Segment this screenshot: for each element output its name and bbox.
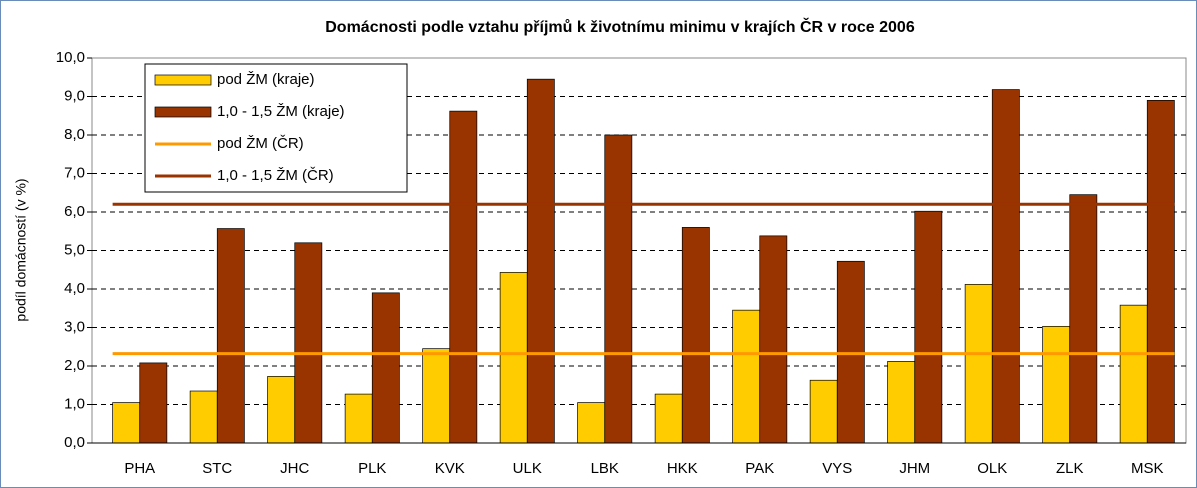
- x-tick-label: JHM: [899, 460, 930, 477]
- bar: [112, 402, 141, 444]
- y-axis-label: podíl domácností (v %): [13, 178, 29, 321]
- y-tick-label: 5,0: [64, 241, 85, 258]
- legend-swatch: [154, 106, 212, 118]
- legend: pod ŽM (kraje) 1,0 - 1,5 ŽM (kraje) pod ŽM…: [144, 63, 408, 193]
- bar: [654, 393, 683, 444]
- y-tick-label: 0,0: [64, 434, 85, 451]
- bar: [139, 362, 168, 444]
- x-tick-label: PLK: [358, 460, 386, 477]
- bar: [577, 402, 606, 444]
- y-tick-label: 6,0: [64, 203, 85, 220]
- y-tick-label: 1,0: [64, 395, 85, 412]
- y-tick-label: 9,0: [64, 87, 85, 104]
- x-tick-label: ZLK: [1056, 460, 1084, 477]
- x-tick-label: LBK: [591, 460, 619, 477]
- y-tick-label: 2,0: [64, 357, 85, 374]
- bar: [964, 284, 993, 444]
- bar: [267, 376, 296, 444]
- bar: [887, 361, 916, 444]
- bar: [526, 78, 555, 444]
- x-tick-label: OLK: [977, 460, 1007, 477]
- legend-label: pod ŽM (ČR): [217, 135, 304, 152]
- bar: [809, 379, 838, 444]
- y-tick-label: 8,0: [64, 126, 85, 143]
- bar: [422, 348, 451, 444]
- bar: [732, 309, 761, 444]
- legend-label: pod ŽM (kraje): [217, 71, 315, 88]
- bar: [294, 242, 323, 444]
- bar: [1069, 194, 1098, 444]
- legend-label: 1,0 - 1,5 ŽM (ČR): [217, 167, 334, 184]
- bar: [216, 228, 245, 444]
- x-tick-label: JHC: [280, 460, 309, 477]
- x-tick-label: STC: [202, 460, 232, 477]
- x-tick-label: HKK: [667, 460, 698, 477]
- x-tick-label: VYS: [822, 460, 852, 477]
- x-tick-label: KVK: [435, 460, 465, 477]
- y-tick-label: 10,0: [56, 49, 85, 66]
- y-tick-label: 4,0: [64, 280, 85, 297]
- bar: [1042, 325, 1071, 444]
- bar: [449, 110, 478, 444]
- x-tick-label: PHA: [124, 460, 155, 477]
- x-tick-label: ULK: [513, 460, 542, 477]
- bar: [681, 227, 710, 444]
- bar: [371, 292, 400, 444]
- x-tick-label: MSK: [1131, 460, 1164, 477]
- chart-title: Domácnosti podle vztahu příjmů k životní…: [325, 17, 915, 36]
- bar: [1146, 99, 1175, 444]
- bar: [836, 260, 865, 444]
- bar: [344, 393, 373, 444]
- legend-label: 1,0 - 1,5 ŽM (kraje): [217, 103, 345, 120]
- bar: [1119, 304, 1148, 444]
- bar: [499, 272, 528, 444]
- bar: [914, 210, 943, 444]
- x-tick-label: PAK: [745, 460, 774, 477]
- bar: [759, 235, 788, 444]
- bar: [189, 390, 218, 444]
- bar: [604, 134, 633, 444]
- legend-swatch: [154, 74, 212, 86]
- y-tick-label: 7,0: [64, 164, 85, 181]
- bar: [991, 89, 1020, 444]
- y-tick-label: 3,0: [64, 318, 85, 335]
